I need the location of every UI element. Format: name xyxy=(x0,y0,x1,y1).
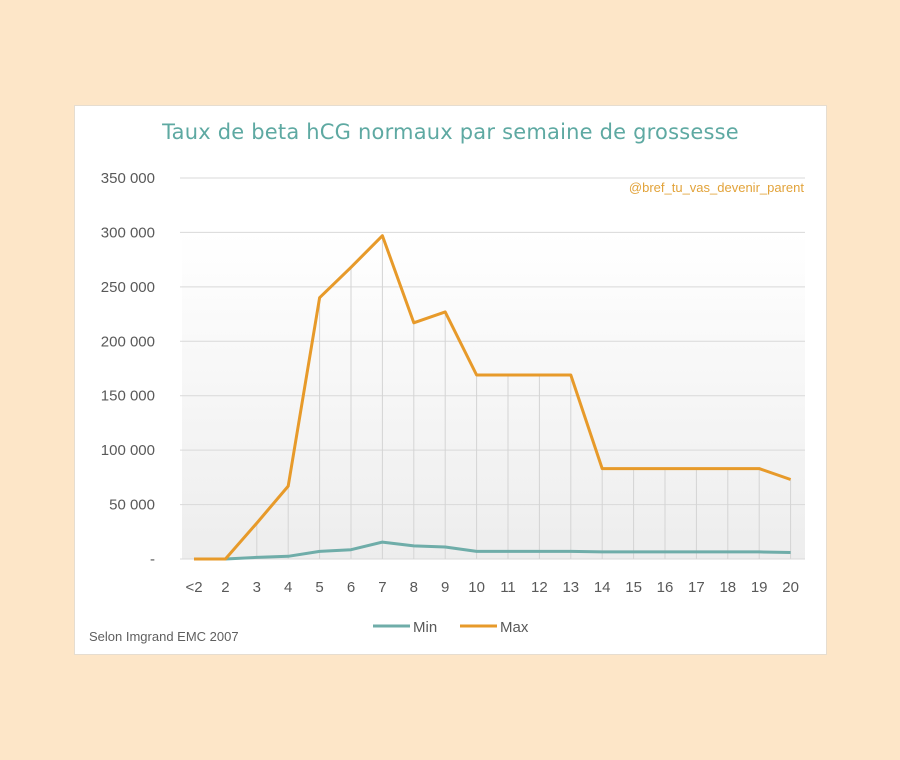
y-tick-label: 50 000 xyxy=(109,497,155,514)
x-tick-label: <2 xyxy=(185,579,202,596)
x-tick-label: 13 xyxy=(562,579,579,596)
x-tick-label: 7 xyxy=(378,579,386,596)
y-tick-label: 350 000 xyxy=(101,170,155,187)
x-tick-label: 6 xyxy=(347,579,355,596)
x-tick-label: 4 xyxy=(284,579,292,596)
x-tick-label: 19 xyxy=(751,579,768,596)
y-tick-label: 300 000 xyxy=(101,224,155,241)
x-tick-label: 16 xyxy=(657,579,674,596)
legend-max-label: Max xyxy=(500,619,529,636)
x-tick-label: 18 xyxy=(719,579,736,596)
gridlines xyxy=(180,177,805,560)
x-tick-label: 3 xyxy=(253,579,261,596)
series-line-max xyxy=(194,234,792,561)
x-tick-label: 9 xyxy=(441,579,449,596)
y-axis-ticks: - 50 000 100 000 150 000 200 000 250 000 300 0… xyxy=(101,170,155,568)
legend: Min Max xyxy=(373,619,529,636)
y-tick-label: 250 000 xyxy=(101,279,155,296)
y-tick-label: 150 000 xyxy=(101,388,155,405)
legend-min-label: Min xyxy=(413,619,437,636)
x-tick-label: 11 xyxy=(500,579,516,596)
x-tick-label: 15 xyxy=(625,579,642,596)
y-tick-label: 200 000 xyxy=(101,333,155,350)
x-tick-label: 14 xyxy=(594,579,611,596)
x-tick-label: 10 xyxy=(468,579,485,596)
y-tick-label: 100 000 xyxy=(101,442,155,459)
x-tick-label: 2 xyxy=(221,579,229,596)
x-axis-ticks: <2 2 3 4 5 6 7 8 9 10 11 12 13 14 15 16 17 18 19 20 xyxy=(185,579,798,596)
x-tick-label: 8 xyxy=(410,579,418,596)
x-tick-label: 5 xyxy=(315,579,323,596)
x-tick-label: 20 xyxy=(782,579,799,596)
source-note: Selon Imgrand EMC 2007 xyxy=(89,629,239,644)
author-handle: @bref_tu_vas_devenir_parent xyxy=(628,180,804,195)
x-tick-label: 12 xyxy=(531,579,548,596)
series-lines xyxy=(194,234,792,561)
series-line-min xyxy=(194,540,791,561)
chart-title: Taux de beta hCG normaux par semaine de … xyxy=(162,120,739,144)
y-tick-label: - xyxy=(150,551,155,568)
x-tick-label: 17 xyxy=(688,579,705,596)
